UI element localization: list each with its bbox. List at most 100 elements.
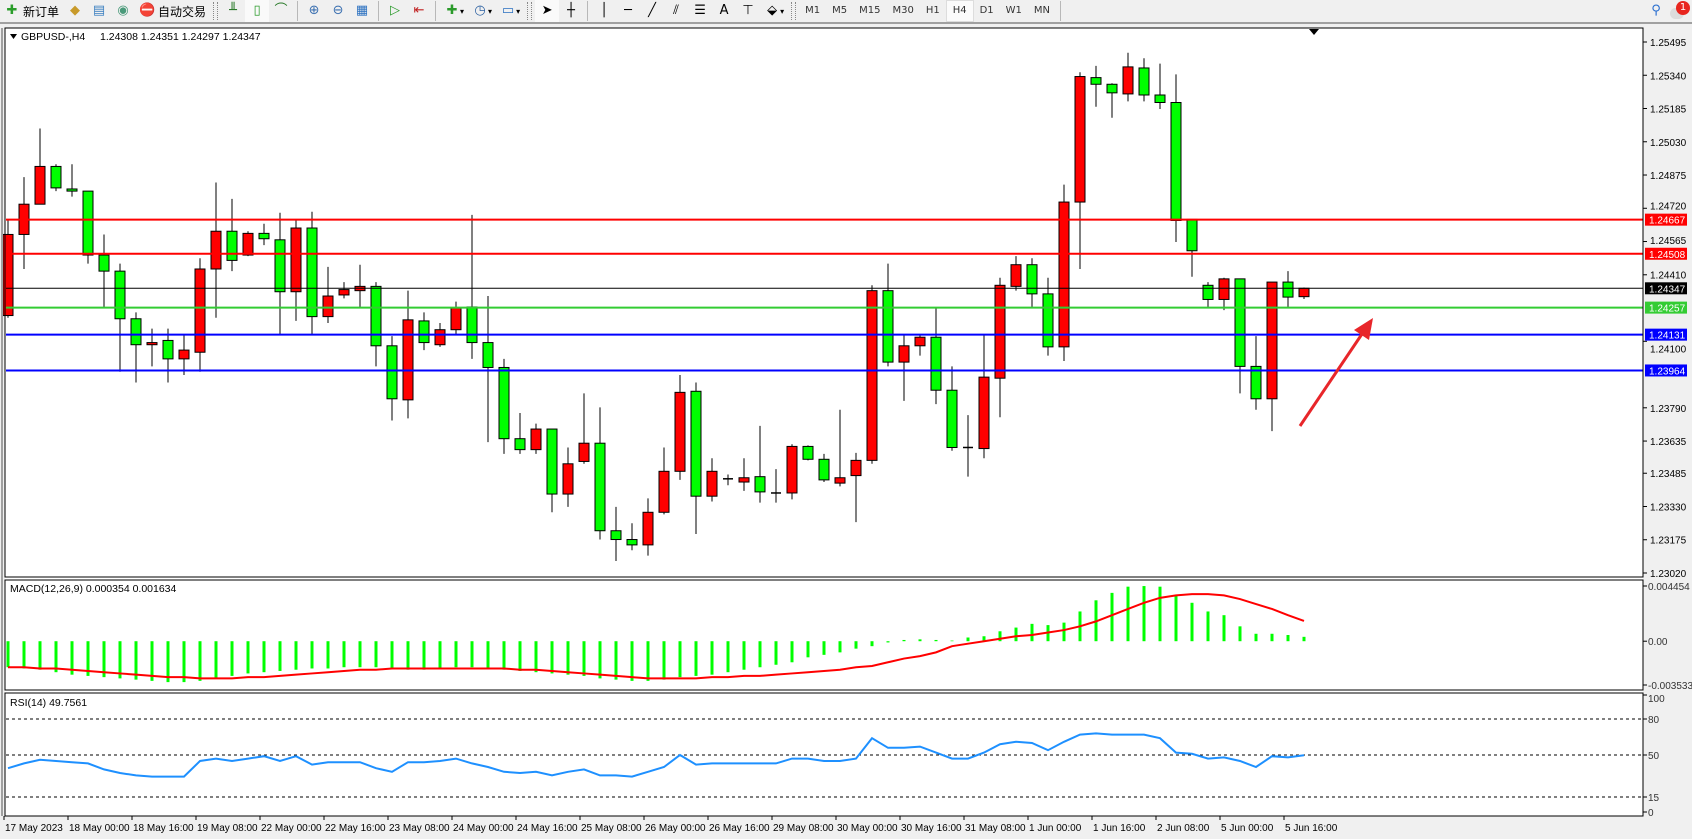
autoscroll-button[interactable]: ▷ xyxy=(383,0,407,22)
candle[interactable] xyxy=(1218,277,1230,311)
candle[interactable] xyxy=(386,336,398,421)
candle[interactable] xyxy=(642,498,654,556)
candle[interactable] xyxy=(530,423,542,454)
arrows-button[interactable]: ⬙ ▾ xyxy=(760,0,788,22)
candle[interactable] xyxy=(258,223,270,246)
timeframe-h4[interactable]: H4 xyxy=(945,0,974,22)
candle[interactable] xyxy=(1010,256,1022,291)
candle[interactable] xyxy=(690,382,702,534)
candle[interactable] xyxy=(1042,277,1054,356)
equidistant-channel-button[interactable]: ⫽ xyxy=(664,0,688,22)
periods-button[interactable]: ◷ ▾ xyxy=(468,0,496,22)
candle[interactable] xyxy=(98,234,110,307)
zoom-in-button[interactable]: ⊕ xyxy=(302,0,326,22)
candle[interactable] xyxy=(514,412,526,454)
trendline-button[interactable]: ╱ xyxy=(640,0,664,22)
candle[interactable] xyxy=(914,333,926,356)
candle[interactable] xyxy=(482,296,494,443)
candle[interactable] xyxy=(66,164,78,197)
candle[interactable] xyxy=(1090,65,1102,107)
candle[interactable] xyxy=(162,328,174,383)
candle[interactable] xyxy=(850,452,862,523)
candle[interactable] xyxy=(723,474,733,486)
candle[interactable] xyxy=(771,469,781,503)
candle[interactable] xyxy=(194,258,206,372)
candle[interactable] xyxy=(402,290,414,419)
candle[interactable] xyxy=(1026,258,1038,307)
candle[interactable] xyxy=(866,285,878,464)
candle[interactable] xyxy=(594,407,606,540)
candle[interactable] xyxy=(626,523,638,551)
candle[interactable] xyxy=(418,312,430,351)
candle[interactable] xyxy=(994,277,1006,418)
fibonacci-button[interactable]: ☰ xyxy=(688,0,712,22)
notifications-button[interactable]: 1 xyxy=(1668,1,1692,21)
candle[interactable] xyxy=(706,458,718,502)
text-button[interactable]: A xyxy=(712,0,736,22)
candle[interactable] xyxy=(658,447,670,515)
candle[interactable] xyxy=(786,444,798,500)
chart-menu-triangle-icon[interactable] xyxy=(10,34,17,39)
candle[interactable] xyxy=(1234,278,1246,394)
timeframe-m5[interactable]: M5 xyxy=(832,5,848,16)
arrow-annotation[interactable] xyxy=(1298,318,1373,427)
candle[interactable] xyxy=(306,211,318,334)
market-watch-button[interactable]: ◆ xyxy=(63,0,87,22)
signals-button[interactable]: ◉ xyxy=(111,0,135,22)
candle[interactable] xyxy=(210,182,222,318)
candle[interactable] xyxy=(114,263,126,372)
chart-shift-button[interactable]: ⇤ xyxy=(407,0,431,22)
candle[interactable] xyxy=(738,458,750,491)
bar-chart-button[interactable]: ╨ xyxy=(221,0,245,22)
templates-button[interactable]: ▭ ▾ xyxy=(501,3,521,18)
candle[interactable] xyxy=(882,263,894,367)
timeframe-mn[interactable]: MN xyxy=(1033,5,1051,16)
candle[interactable] xyxy=(818,453,830,483)
candle[interactable] xyxy=(1154,63,1166,109)
candle[interactable] xyxy=(578,393,590,464)
candle[interactable] xyxy=(674,374,686,480)
candle[interactable] xyxy=(498,358,510,454)
candle[interactable] xyxy=(978,333,990,459)
candle[interactable] xyxy=(1282,271,1294,307)
rsi-panel[interactable]: 100 80 50 15 0 xyxy=(6,694,1665,819)
candle[interactable] xyxy=(1250,336,1262,410)
macd-panel[interactable]: 0.004454 0.00 -0.003533 xyxy=(6,582,1692,692)
candle[interactable] xyxy=(610,506,622,561)
candle[interactable] xyxy=(754,425,766,503)
candle[interactable] xyxy=(338,282,350,299)
auto-trading-button[interactable]: ⛔ 自动交易 xyxy=(135,0,210,22)
candle[interactable] xyxy=(226,198,238,272)
line-chart-button[interactable]: ⌒ xyxy=(269,0,293,22)
crosshair-button[interactable]: ┼ xyxy=(559,0,583,22)
candle[interactable] xyxy=(946,366,958,451)
candle[interactable] xyxy=(1106,83,1118,118)
navigator-button[interactable]: ▤ xyxy=(87,0,111,22)
tile-windows-button[interactable]: ▦ xyxy=(350,0,374,22)
candle[interactable] xyxy=(242,231,254,257)
timeframe-w1[interactable]: W1 xyxy=(1005,5,1022,16)
timeframe-m1[interactable]: M1 xyxy=(805,5,821,16)
candle[interactable] xyxy=(290,220,302,321)
candle[interactable] xyxy=(802,445,814,461)
candlestick-button[interactable]: ▯ xyxy=(245,0,270,22)
candle[interactable] xyxy=(82,190,94,264)
candle[interactable] xyxy=(898,333,910,401)
candle[interactable] xyxy=(34,128,46,205)
horizontal-line-button[interactable]: ─ xyxy=(616,0,640,22)
candle[interactable] xyxy=(1122,52,1134,102)
candle[interactable] xyxy=(1058,184,1070,362)
candle[interactable] xyxy=(546,428,558,513)
candle[interactable] xyxy=(1138,58,1150,102)
timeframe-d1[interactable]: D1 xyxy=(979,5,994,16)
indicators-button[interactable]: ✚ ▾ xyxy=(440,0,468,22)
timeframe-m15[interactable]: M15 xyxy=(859,5,881,16)
candle[interactable] xyxy=(274,212,286,334)
timeframe-h1[interactable]: H1 xyxy=(925,5,940,16)
new-order-button[interactable]: ✚ 新订单 xyxy=(0,0,63,22)
chart-shift-marker[interactable] xyxy=(1309,29,1319,35)
vertical-line-button[interactable]: │ xyxy=(592,0,616,22)
search-button[interactable]: ⚲ xyxy=(1644,0,1668,22)
zoom-out-button[interactable]: ⊖ xyxy=(326,0,350,22)
